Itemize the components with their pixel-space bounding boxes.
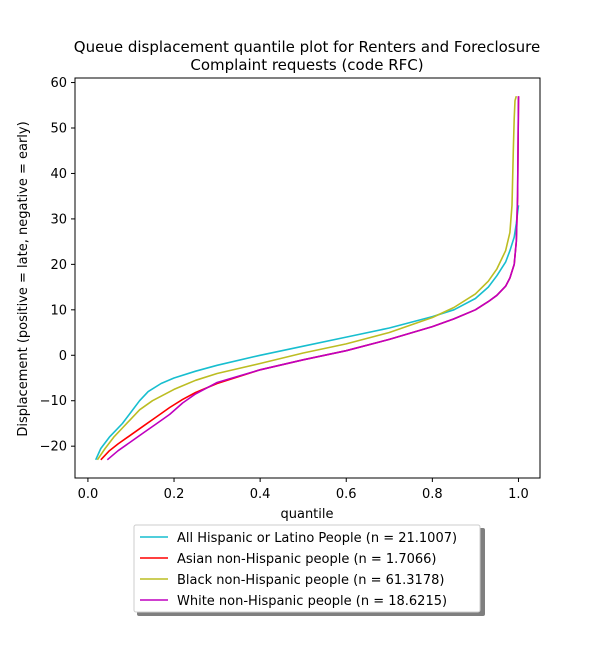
y-axis-label: Displacement (positive = late, negative …	[16, 121, 31, 436]
legend-label-1: All Hispanic or Latino People (n = 21.10…	[177, 531, 457, 546]
y-tick-label: −20	[40, 440, 67, 455]
series-line-4	[106, 96, 520, 461]
x-axis-label: quantile	[280, 507, 333, 522]
x-tick-label: 0.2	[164, 487, 185, 502]
chart-title-line-1: Queue displacement quantile plot for Ren…	[74, 38, 540, 56]
y-axis-ticks: −20 −10 0 10 20 30 40 50 60	[40, 76, 75, 455]
y-tick-label: 60	[50, 76, 67, 91]
x-tick-label: 0.4	[250, 487, 271, 502]
x-tick-label: 1.0	[508, 487, 529, 502]
y-tick-label: 10	[50, 303, 67, 318]
y-tick-label: 20	[50, 258, 67, 273]
x-axis-ticks: 0.0 0.2 0.4 0.6 0.8 1.0	[78, 478, 529, 502]
y-tick-label: 50	[50, 122, 67, 137]
x-tick-label: 0.8	[422, 487, 443, 502]
x-tick-label: 0.6	[336, 487, 357, 502]
series-line-1	[94, 205, 520, 461]
legend-label-2: Asian non-Hispanic people (n = 1.7066)	[177, 552, 436, 567]
series-line-2	[100, 96, 520, 461]
y-tick-label: 40	[50, 167, 67, 182]
y-tick-label: −10	[40, 394, 67, 409]
chart-title: Queue displacement quantile plot for Ren…	[74, 38, 540, 74]
series-line-3	[96, 95, 518, 461]
y-tick-label: 0	[59, 349, 67, 364]
legend-box	[133, 524, 481, 613]
legend-label-3: Black non-Hispanic people (n = 61.3178)	[177, 573, 444, 588]
plot-frame	[74, 77, 541, 479]
chart-title-line-2: Complaint requests (code RFC)	[190, 56, 423, 74]
series-layer	[94, 95, 520, 461]
x-tick-label: 0.0	[78, 487, 99, 502]
legend-label-4: White non-Hispanic people (n = 18.6215)	[177, 594, 447, 609]
legend: All Hispanic or Latino People (n = 21.10…	[133, 524, 485, 616]
legend-items: All Hispanic or Latino People (n = 21.10…	[140, 531, 457, 609]
y-tick-label: 30	[50, 212, 67, 227]
